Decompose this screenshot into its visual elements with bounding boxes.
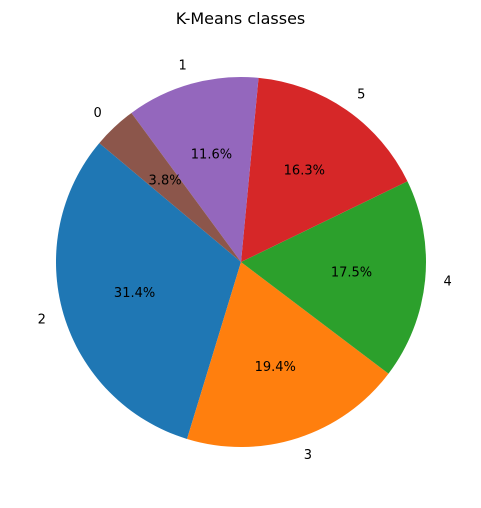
slice-pct-4: 17.5%	[331, 265, 372, 280]
slice-label-3: 3	[304, 448, 312, 463]
slice-pct-2: 31.4%	[114, 286, 155, 301]
slice-label-5: 5	[357, 87, 365, 102]
pie-slice-5	[241, 77, 408, 262]
slice-label-1: 1	[179, 58, 187, 73]
pie-slice-3	[187, 262, 389, 447]
pie-slice-2	[55, 143, 242, 439]
slice-pct-3: 19.4%	[255, 360, 296, 375]
pie-slice-1	[131, 76, 259, 263]
slice-label-4: 4	[444, 274, 452, 289]
slice-pct-0: 3.8%	[149, 174, 182, 189]
pie-labels: 2 31.4% 3 19.4% 4 17.5% 5 16.3% 1 11.6% 0 3.8%	[38, 58, 452, 463]
pie-slice-4	[241, 181, 426, 374]
slice-label-2: 2	[38, 312, 46, 327]
pie-slice-0	[99, 112, 241, 262]
slice-pct-5: 16.3%	[284, 163, 325, 178]
slice-label-0: 0	[94, 106, 102, 121]
pie-slices	[55, 76, 426, 447]
slice-pct-1: 11.6%	[191, 148, 232, 163]
chart-title: K-Means classes	[176, 9, 306, 28]
